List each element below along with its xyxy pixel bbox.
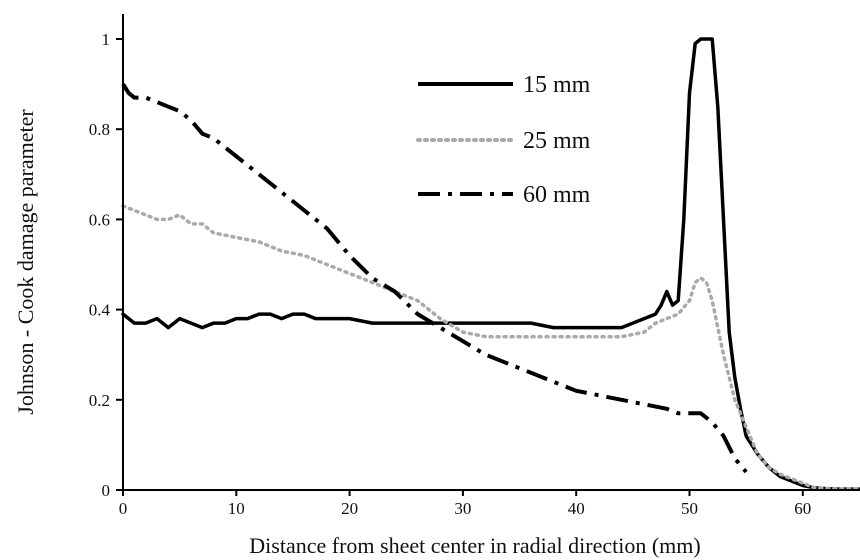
- axes-layer: [122, 14, 860, 491]
- y-tick-label: 1: [102, 30, 111, 49]
- series-line-60mm: [121, 83, 748, 474]
- x-tick-label: 30: [454, 499, 471, 518]
- legend-label-25mm: 25 mm: [523, 128, 591, 154]
- series-line-25mm: [121, 204, 860, 491]
- y-tick-label: 0.2: [89, 391, 110, 410]
- x-axis-title: Distance from sheet center in radial dir…: [249, 533, 700, 558]
- y-tick-label: 0: [102, 481, 111, 500]
- ticks-layer: 0 10 20 30 40 50 60 0 0.2 0.4 0.6 0.8 1: [89, 30, 812, 518]
- y-tick-label: 0.4: [89, 301, 111, 320]
- series-line-15mm: [121, 37, 860, 491]
- legend-label-60mm: 60 mm: [523, 182, 591, 208]
- series-layer: [121, 37, 860, 491]
- x-tick-label: 60: [794, 499, 811, 518]
- y-axis-title: Johnson - Cook damage parameter: [13, 109, 38, 415]
- x-tick-label: 0: [119, 499, 128, 518]
- x-tick-label: 20: [341, 499, 358, 518]
- y-tick-label: 0.6: [89, 210, 110, 229]
- legend-label-15mm: 15 mm: [523, 72, 591, 98]
- x-tick-label: 50: [681, 499, 698, 518]
- x-tick-label: 10: [228, 499, 245, 518]
- x-tick-label: 40: [568, 499, 585, 518]
- legend: 15 mm 25 mm 60 mm: [416, 72, 591, 208]
- y-tick-label: 0.8: [89, 120, 110, 139]
